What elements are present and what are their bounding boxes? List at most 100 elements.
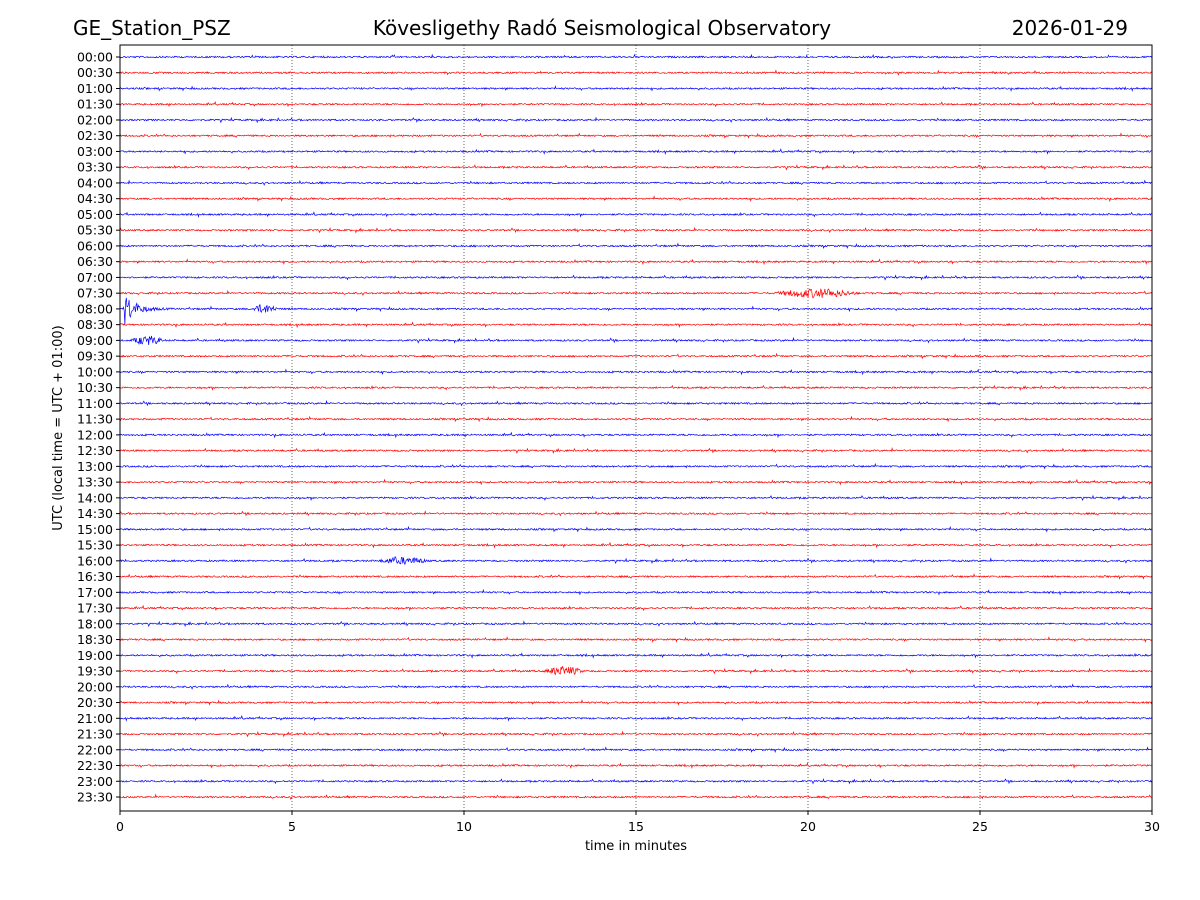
trace-2000 (120, 683, 1153, 690)
row-label: 11:30 (77, 412, 113, 427)
row-label: 03:00 (77, 144, 113, 159)
trace-2100 (119, 715, 1153, 722)
row-label: 03:30 (77, 160, 113, 175)
row-label: 17:30 (77, 601, 113, 616)
row-label: 08:00 (77, 301, 113, 316)
x-tick-label: 30 (1144, 819, 1160, 834)
trace-0800 (119, 297, 1153, 325)
row-label: 08:30 (77, 317, 113, 332)
trace-0130 (119, 101, 1152, 108)
trace-0030 (119, 69, 1153, 76)
date-title: 2026-01-29 (1012, 16, 1128, 40)
row-label: 17:00 (77, 585, 113, 600)
row-label: 12:00 (77, 427, 113, 442)
station-title: GE_Station_PSZ (73, 16, 231, 40)
row-label: 07:30 (77, 286, 113, 301)
trace-1430 (119, 510, 1152, 517)
trace-1330 (119, 478, 1153, 486)
trace-2300 (119, 778, 1153, 785)
row-label: 09:00 (77, 333, 113, 348)
row-label: 00:30 (77, 65, 113, 80)
row-label: 22:00 (77, 742, 113, 757)
trace-1030 (119, 384, 1153, 391)
row-label: 13:00 (77, 459, 113, 474)
row-label: 11:00 (77, 396, 113, 411)
row-label: 22:30 (77, 758, 113, 773)
x-tick-label: 5 (288, 819, 296, 834)
y-axis-label: UTC (local time = UTC + 01:00) (51, 325, 66, 530)
trace-0000 (119, 53, 1153, 59)
x-ticks: 0 5 10 15 20 25 30 (116, 811, 1160, 834)
row-label: 23:00 (77, 774, 113, 789)
row-label: 16:00 (77, 553, 113, 568)
trace-1630 (119, 573, 1153, 580)
row-label: 06:00 (77, 238, 113, 253)
trace-0230 (119, 132, 1152, 139)
row-label: 04:00 (77, 175, 113, 190)
trace-1230 (119, 447, 1152, 454)
trace-1500 (119, 525, 1152, 533)
trace-2130 (119, 730, 1152, 738)
x-tick-label: 20 (800, 819, 816, 834)
trace-0400 (119, 179, 1152, 186)
row-label: 05:00 (77, 207, 113, 222)
x-tick-label: 25 (972, 819, 988, 834)
row-label: 07:00 (77, 270, 113, 285)
trace-1400 (119, 494, 1153, 502)
row-label: 10:30 (77, 380, 113, 395)
row-label: 12:30 (77, 443, 113, 458)
x-tick-label: 15 (628, 819, 644, 834)
trace-1100 (120, 399, 1153, 407)
trace-2200 (120, 746, 1153, 754)
trace-1600 (119, 555, 1153, 566)
row-label: 15:00 (77, 522, 113, 537)
row-label: 23:30 (77, 790, 113, 805)
trace-1530 (119, 541, 1152, 549)
trace-0730 (119, 288, 1153, 299)
row-label: 20:30 (77, 695, 113, 710)
row-label: 09:30 (77, 349, 113, 364)
trace-0200 (119, 116, 1152, 124)
row-label: 02:30 (77, 128, 113, 143)
trace-2330 (119, 793, 1152, 800)
trace-2230 (119, 762, 1152, 770)
row-label: 00:00 (77, 50, 113, 65)
x-axis-label: time in minutes (585, 839, 687, 854)
trace-1000 (119, 368, 1153, 376)
row-label: 18:00 (77, 616, 113, 631)
row-label: 21:30 (77, 727, 113, 742)
row-label: 20:00 (77, 679, 113, 694)
row-label: 14:00 (77, 490, 113, 505)
trace-2030 (119, 699, 1153, 706)
row-label: 04:30 (77, 191, 113, 206)
row-label: 14:30 (77, 506, 113, 521)
row-label: 13:30 (77, 475, 113, 490)
observatory-title: Kövesligethy Radó Seismological Observat… (373, 16, 831, 40)
trace-0630 (119, 258, 1153, 266)
trace-0830 (120, 321, 1153, 329)
trace-0430 (119, 195, 1153, 203)
row-label: 10:00 (77, 364, 113, 379)
trace-0300 (120, 148, 1152, 156)
trace-1900 (119, 652, 1152, 659)
trace-1730 (119, 604, 1152, 612)
trace-1830 (119, 636, 1153, 643)
traces (119, 53, 1153, 800)
grid-lines (291, 45, 981, 811)
trace-0600 (119, 242, 1153, 250)
trace-0900 (119, 335, 1153, 346)
row-label: 06:30 (77, 254, 113, 269)
trace-1200 (119, 431, 1152, 439)
row-label: 05:30 (77, 223, 113, 238)
trace-1300 (119, 462, 1152, 470)
row-label: 21:00 (77, 711, 113, 726)
trace-0700 (119, 274, 1153, 281)
row-label: 15:30 (77, 538, 113, 553)
trace-0100 (119, 85, 1153, 93)
x-tick-label: 10 (456, 819, 472, 834)
x-tick-label: 0 (116, 819, 124, 834)
trace-1130 (119, 415, 1153, 423)
row-label: 01:30 (77, 97, 113, 112)
row-label: 01:00 (77, 81, 113, 96)
row-label: 19:00 (77, 648, 113, 663)
